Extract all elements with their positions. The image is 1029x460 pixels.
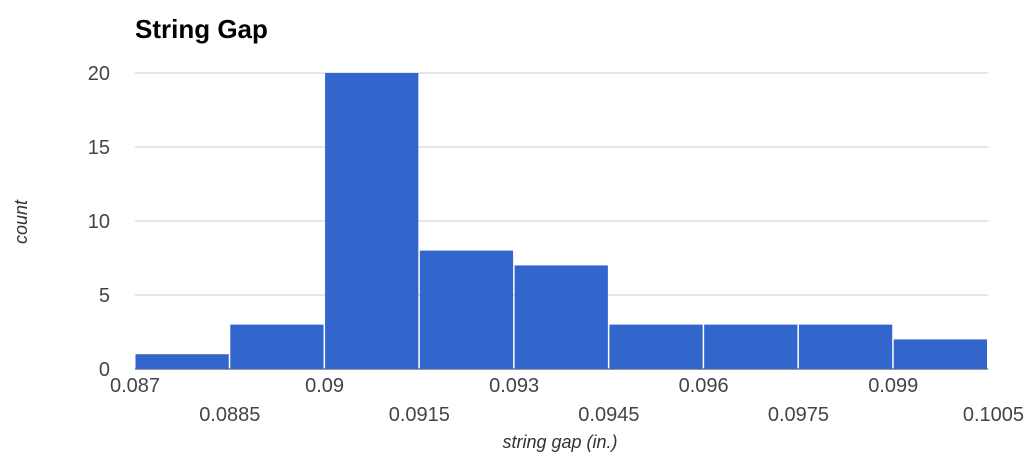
histogram-bar — [609, 324, 703, 369]
x-tick-label: 0.096 — [679, 375, 729, 397]
y-tick-label: 5 — [99, 285, 110, 307]
x-tick-label: 0.1005 — [963, 404, 1024, 426]
x-tick-label: 0.0885 — [199, 404, 260, 426]
histogram-bar — [230, 324, 324, 369]
histogram-bar — [325, 73, 419, 369]
y-tick-label: 10 — [88, 211, 110, 233]
y-axis-label: count — [11, 199, 31, 244]
y-tick-label: 20 — [88, 63, 110, 85]
histogram-bar — [893, 339, 987, 369]
y-tick-label: 15 — [88, 137, 110, 159]
x-tick-label: 0.099 — [868, 375, 918, 397]
y-tick-label: 0 — [99, 359, 110, 381]
histogram-bar — [798, 324, 893, 369]
x-tick-label: 0.087 — [110, 375, 160, 397]
x-tick-label: 0.093 — [489, 375, 539, 397]
x-tick-label: 0.0945 — [578, 404, 639, 426]
x-tick-label: 0.09 — [305, 375, 344, 397]
x-axis-label: string gap (in.) — [502, 432, 617, 452]
x-tick-label: 0.0975 — [768, 404, 829, 426]
histogram-bar — [704, 324, 798, 369]
x-tick-labels: 0.087 0.09 0.093 0.096 0.099 0.0885 0.0915 0.09… — [110, 375, 1024, 426]
histogram-bar — [135, 354, 229, 369]
histogram-bar — [419, 250, 514, 369]
histogram-bar — [514, 265, 608, 369]
chart-title: String Gap — [135, 14, 268, 44]
bars — [135, 73, 987, 369]
x-tick-label: 0.0915 — [389, 404, 450, 426]
y-tick-labels: 0 5 10 15 20 — [88, 63, 110, 381]
